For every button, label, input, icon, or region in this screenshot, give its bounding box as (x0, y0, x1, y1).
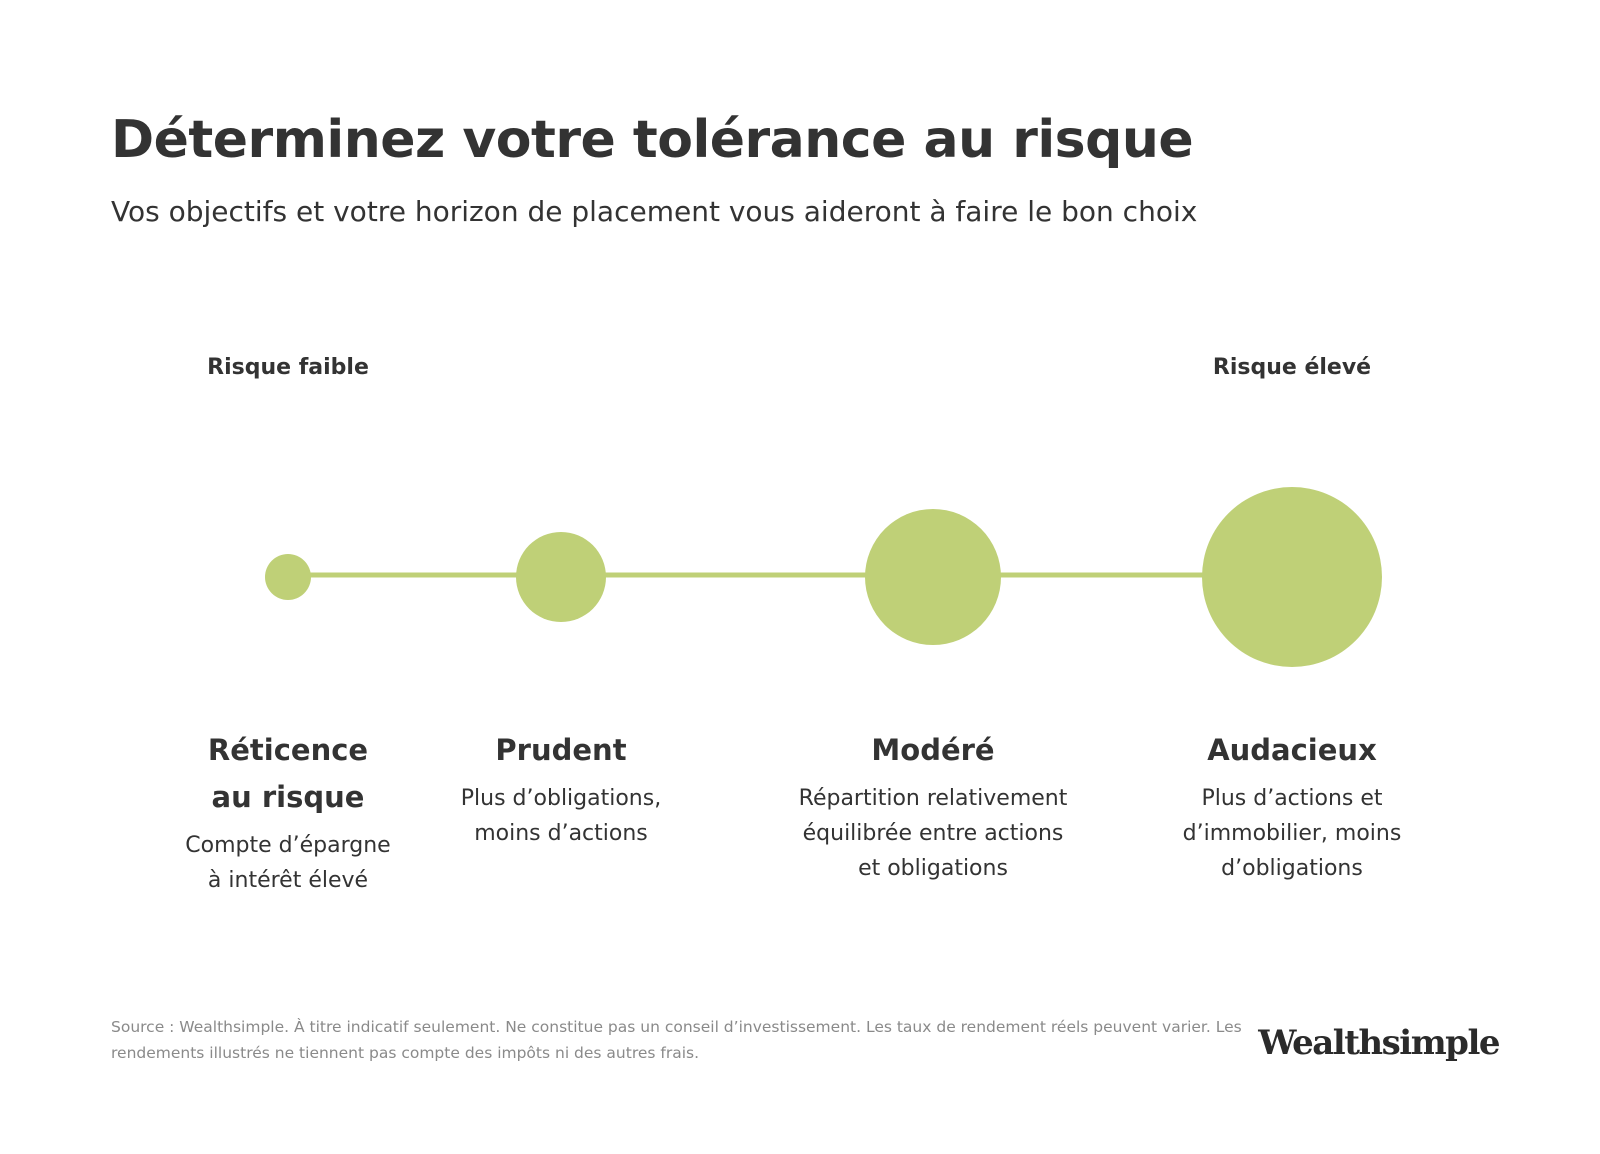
profile-description: à intérêt élevé (208, 868, 368, 893)
profile-description: Compte d’épargne (185, 833, 390, 858)
profile-description: Répartition relativement (799, 786, 1068, 811)
profile-description: moins d’actions (474, 821, 648, 846)
profile-description: d’immobilier, moins (1183, 821, 1402, 846)
risk-dot (1202, 487, 1382, 667)
risk-dot (865, 509, 1001, 645)
profile-name: Réticence (208, 733, 368, 767)
profile-description: Plus d’actions et (1201, 786, 1382, 811)
high-risk-label: Risque élevé (1213, 355, 1371, 380)
source-line: rendements illustrés ne tiennent pas com… (111, 1044, 699, 1062)
profile-name: Audacieux (1207, 733, 1377, 767)
source-line: Source : Wealthsimple. À titre indicatif… (111, 1017, 1242, 1036)
profile-name: Prudent (495, 733, 626, 767)
risk-dot (265, 554, 311, 600)
title: Déterminez votre tolérance au risque (111, 110, 1193, 170)
risk-dot (516, 532, 606, 622)
profile-description: et obligations (858, 856, 1008, 881)
profile-description: équilibrée entre actions (803, 821, 1064, 846)
low-risk-label: Risque faible (207, 355, 369, 380)
logo: Wealthsimple (1257, 1023, 1500, 1063)
profile-description: Plus d’obligations, (461, 786, 661, 811)
subtitle: Vos objectifs et votre horizon de placem… (111, 195, 1197, 228)
profile-name: Modéré (871, 733, 994, 767)
profile-name: au risque (212, 780, 365, 814)
profile-description: d’obligations (1221, 856, 1363, 881)
